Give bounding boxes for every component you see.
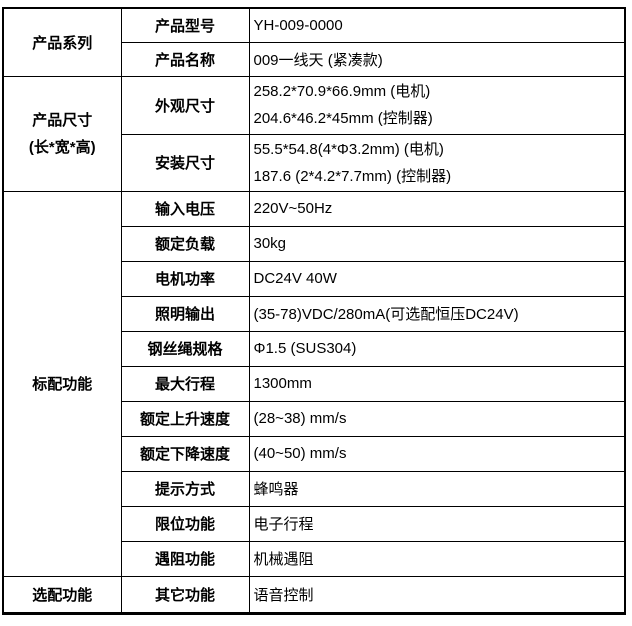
category-product-dimensions-line2: (长*宽*高) bbox=[28, 138, 96, 156]
category-optional-functions: 选配功能 bbox=[2, 575, 122, 614]
value-exterior-size-line2: 204.6*46.2*45mm (控制器) bbox=[253, 110, 433, 127]
label-rated-lowering-speed: 额定下降速度 bbox=[120, 435, 250, 472]
value-other-function: 语音控制 bbox=[248, 575, 626, 614]
page-background: 产品系列 产品型号 YH-009-0000 产品名称 009一线天 (紧凑款) … bbox=[0, 7, 632, 626]
value-wire-rope-spec: Φ1.5 (SUS304) bbox=[248, 330, 626, 367]
label-exterior-size: 外观尺寸 bbox=[120, 75, 250, 135]
table-row: 钢丝绳规格 Φ1.5 (SUS304) bbox=[3, 330, 626, 367]
category-product-dimensions: 产品尺寸 (长*宽*高) bbox=[2, 75, 122, 192]
table-row: 产品尺寸 (长*宽*高) 外观尺寸 258.2*70.9*66.9mm (电机)… bbox=[2, 75, 626, 192]
value-product-model: YH-009-0000 bbox=[248, 7, 626, 43]
value-mounting-size-line2: 187.6 (2*4.2*7.7mm) (控制器) bbox=[253, 167, 452, 185]
value-exterior-size: 258.2*70.9*66.9mm (电机) 204.6*46.2*45mm (… bbox=[248, 75, 626, 135]
table-row: 提示方式 蜂鸣器 bbox=[3, 470, 626, 507]
label-product-name: 产品名称 bbox=[120, 41, 250, 77]
table-row: 额定上升速度 (28~38) mm/s bbox=[3, 400, 626, 437]
value-obstruction-function: 机械遇阻 bbox=[248, 540, 626, 577]
value-lighting-output: (35-78)VDC/280mA(可选配恒压DC24V) bbox=[248, 295, 626, 332]
label-other-function: 其它功能 bbox=[120, 575, 250, 614]
label-product-model: 产品型号 bbox=[120, 7, 250, 43]
label-motor-power: 电机功率 bbox=[120, 260, 250, 297]
label-wire-rope-spec: 钢丝绳规格 bbox=[120, 330, 250, 367]
value-rated-rising-speed: (28~38) mm/s bbox=[248, 400, 626, 437]
table-row: 标配功能 输入电压 220V~50Hz bbox=[2, 190, 626, 577]
label-input-voltage: 输入电压 bbox=[120, 190, 250, 227]
table-row: 产品系列 产品型号 YH-009-0000 bbox=[2, 7, 626, 77]
value-rated-load: 30kg bbox=[248, 225, 626, 262]
category-product-series: 产品系列 bbox=[2, 7, 122, 77]
table-row: 产品名称 009一线天 (紧凑款) bbox=[3, 41, 626, 77]
value-max-travel: 1300mm bbox=[248, 365, 626, 402]
product-spec-table: 产品系列 产品型号 YH-009-0000 产品名称 009一线天 (紧凑款) … bbox=[2, 7, 626, 615]
category-standard-functions: 标配功能 bbox=[2, 190, 122, 577]
value-product-name: 009一线天 (紧凑款) bbox=[248, 41, 626, 77]
category-product-dimensions-line1: 产品尺寸 bbox=[32, 111, 93, 129]
value-mounting-size: 55.5*54.8(4*Φ3.2mm) (电机) 187.6 (2*4.2*7.… bbox=[248, 133, 626, 192]
label-lighting-output: 照明输出 bbox=[120, 295, 250, 332]
label-limit-function: 限位功能 bbox=[120, 505, 250, 542]
value-alert-mode: 蜂鸣器 bbox=[248, 470, 626, 507]
table-row: 选配功能 其它功能 语音控制 bbox=[2, 575, 626, 614]
value-motor-power: DC24V 40W bbox=[248, 260, 626, 297]
table-row: 遇阻功能 机械遇阻 bbox=[3, 540, 626, 577]
label-rated-load: 额定负载 bbox=[120, 225, 250, 262]
label-mounting-size: 安装尺寸 bbox=[120, 133, 250, 192]
label-rated-rising-speed: 额定上升速度 bbox=[120, 400, 250, 437]
label-max-travel: 最大行程 bbox=[120, 365, 250, 402]
table-row: 安装尺寸 55.5*54.8(4*Φ3.2mm) (电机) 187.6 (2*4… bbox=[3, 133, 626, 192]
value-exterior-size-line1: 258.2*70.9*66.9mm (电机) bbox=[253, 83, 431, 100]
label-obstruction-function: 遇阻功能 bbox=[120, 540, 250, 577]
value-mounting-size-line1: 55.5*54.8(4*Φ3.2mm) (电机) bbox=[253, 140, 444, 158]
table-row: 限位功能 电子行程 bbox=[3, 505, 626, 542]
value-limit-function: 电子行程 bbox=[248, 505, 626, 542]
table-row: 电机功率 DC24V 40W bbox=[3, 260, 626, 297]
value-input-voltage: 220V~50Hz bbox=[248, 190, 626, 227]
label-alert-mode: 提示方式 bbox=[120, 470, 250, 507]
value-rated-lowering-speed: (40~50) mm/s bbox=[248, 435, 626, 472]
